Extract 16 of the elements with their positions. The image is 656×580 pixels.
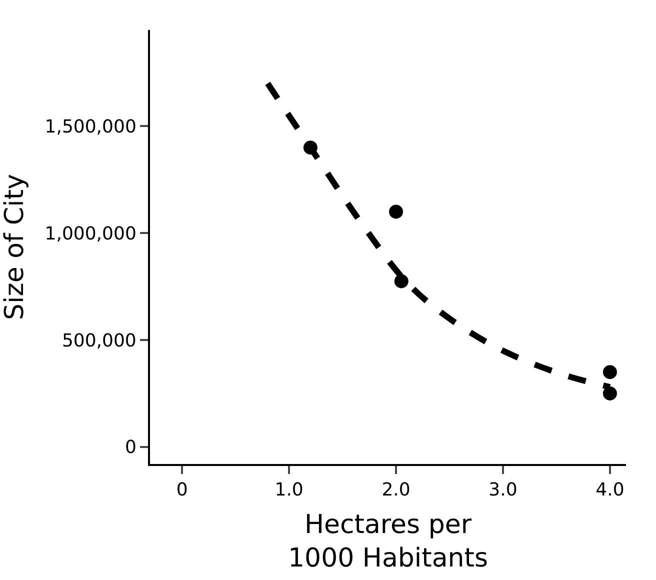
x-tick-label: 1.0 bbox=[274, 480, 304, 501]
point bbox=[394, 274, 408, 288]
x-tick-label: 4.0 bbox=[596, 480, 624, 501]
point bbox=[602, 386, 617, 400]
point bbox=[389, 204, 404, 219]
x-axis-title: Hectares per 1000 Habitants bbox=[288, 510, 488, 574]
y-tick-label: 500,000 bbox=[62, 330, 136, 352]
y-tick-label: 0 bbox=[124, 437, 136, 458]
y-axis-title: Size of City bbox=[0, 174, 30, 320]
y-tick-label: 1,500,000 bbox=[44, 116, 136, 138]
point bbox=[303, 140, 318, 155]
point bbox=[602, 365, 617, 380]
y-tick-label: 1,000,000 bbox=[44, 223, 136, 244]
x-tick-label: 0 bbox=[176, 480, 188, 501]
x-tick-label: 3.0 bbox=[488, 480, 518, 501]
x-tick-label: 2.0 bbox=[382, 480, 410, 501]
